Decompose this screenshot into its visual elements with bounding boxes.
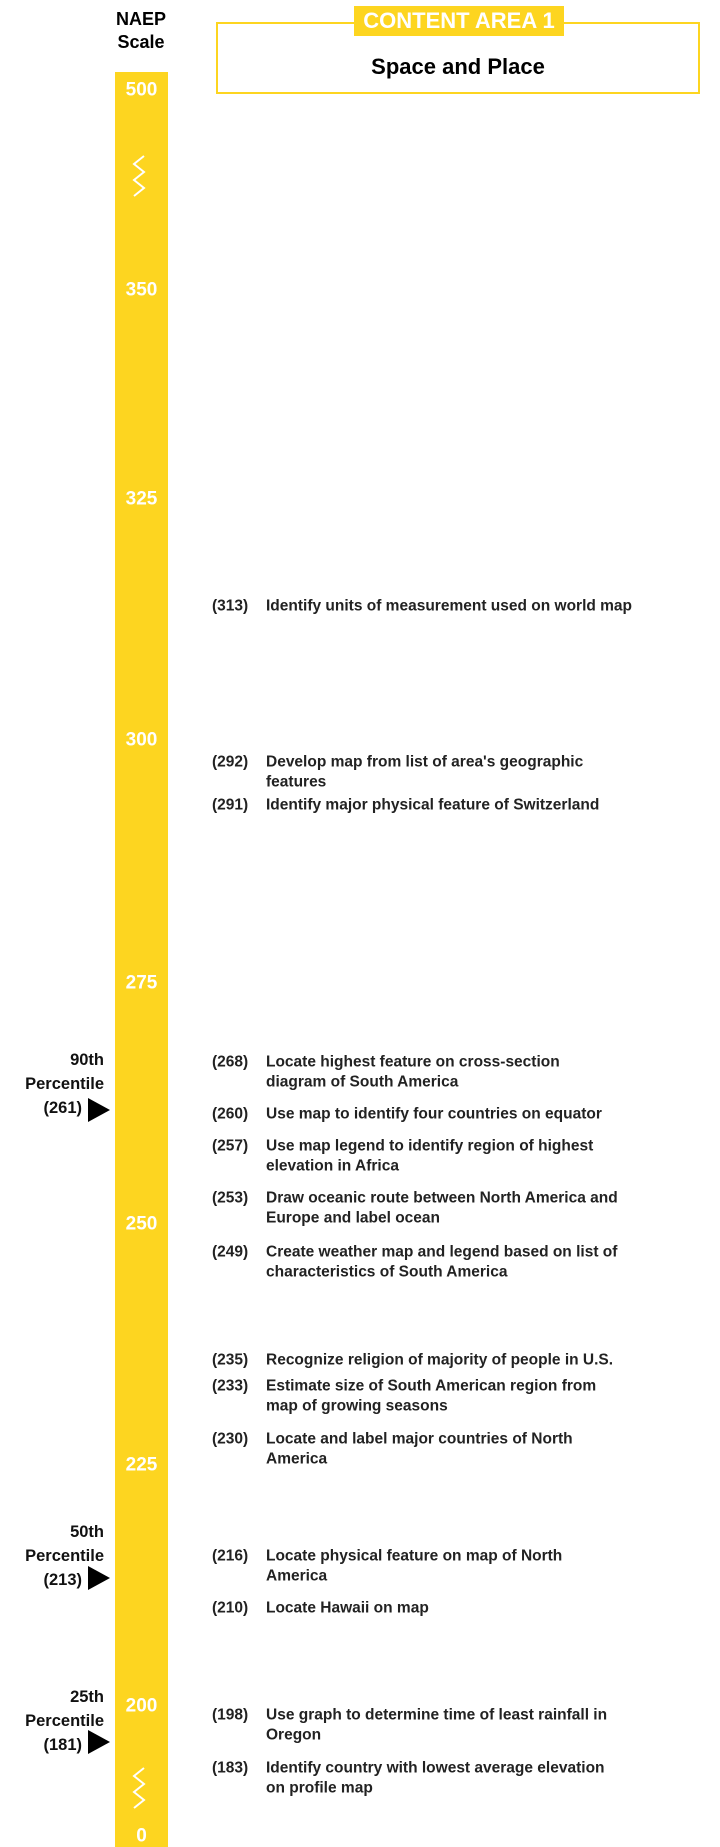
item-text: diagram of South America — [266, 1073, 459, 1091]
item-score: (313) — [212, 597, 249, 615]
item-text: Locate Hawaii on map — [266, 1599, 429, 1617]
scale-label: 200 — [125, 1695, 158, 1717]
arrow — [88, 1730, 110, 1754]
item-score: (216) — [212, 1547, 249, 1565]
item-text: America — [266, 1567, 328, 1585]
item-score: (253) — [212, 1189, 249, 1207]
scale-label: 275 — [125, 972, 158, 994]
arrow — [88, 1566, 110, 1590]
scale-title-line: NAEP — [115, 9, 166, 29]
arrow — [88, 1098, 110, 1122]
item-text: Use map to identify four countries on eq… — [266, 1105, 602, 1123]
percentile-rank: 90th — [70, 1050, 104, 1069]
scale-title: NAEP Scale — [100, 8, 182, 54]
item-text: Create weather map and legend based on l… — [266, 1243, 618, 1261]
item-text: Recognize religion of majority of people… — [266, 1351, 614, 1369]
item-text: elevation in Africa — [266, 1157, 399, 1175]
scale-label: 225 — [125, 1454, 158, 1476]
item-text: Draw oceanic route between North America… — [266, 1189, 618, 1207]
percentile-score: (181) — [43, 1735, 82, 1754]
percentile-word: Percentile — [25, 1711, 104, 1730]
item-text: Locate and label major countries of Nort… — [266, 1430, 573, 1448]
item-text: on profile map — [266, 1779, 373, 1797]
break-zigzag — [132, 155, 146, 197]
item-text: Locate highest feature on cross-section — [266, 1053, 560, 1071]
scale-label: 325 — [125, 488, 158, 510]
percentile-score: (213) — [43, 1570, 82, 1589]
item-score: (291) — [212, 796, 249, 814]
percentile-rank: 25th — [70, 1687, 104, 1706]
break-zigzag — [132, 1767, 146, 1809]
scale-label: 500 — [125, 79, 158, 101]
scale-label: 250 — [125, 1213, 158, 1235]
item-score: (235) — [212, 1351, 249, 1369]
item-text: Develop map from list of area's geograph… — [266, 753, 584, 771]
bar — [115, 72, 168, 1847]
percentile-word: Percentile — [25, 1074, 104, 1093]
percentile-score: (261) — [43, 1098, 82, 1117]
item-score: (257) — [212, 1137, 249, 1155]
item-text: characteristics of South America — [266, 1263, 508, 1281]
item-text: Oregon — [266, 1726, 322, 1744]
content-title: Space and Place — [371, 54, 545, 79]
item-text: Identify units of measurement used on wo… — [266, 597, 633, 615]
item-text: America — [266, 1450, 328, 1468]
item-score: (233) — [212, 1377, 249, 1395]
scale-title-line: Scale — [117, 32, 165, 52]
item-text: features — [266, 773, 327, 791]
item-score: (268) — [212, 1053, 249, 1071]
item-score: (183) — [212, 1759, 249, 1777]
item-score: (230) — [212, 1430, 249, 1448]
item-text: Use graph to determine time of least rai… — [266, 1706, 608, 1724]
percentile-rank: 50th — [70, 1522, 104, 1541]
item-score: (260) — [212, 1105, 249, 1123]
percentile-word: Percentile — [25, 1546, 104, 1565]
item-text: Use map legend to identify region of hig… — [266, 1137, 594, 1155]
badge: CONTENT AREA 1 — [354, 6, 564, 36]
item-score: (292) — [212, 753, 249, 771]
item-text: Europe and label ocean — [266, 1209, 440, 1227]
scale-label: 350 — [125, 279, 158, 301]
scale-label: 0 — [136, 1825, 147, 1847]
item-text: Locate physical feature on map of North — [266, 1547, 563, 1565]
item-text: Estimate size of South American region f… — [266, 1377, 597, 1395]
item-score: (249) — [212, 1243, 249, 1261]
scale-label: 300 — [125, 729, 158, 751]
item-text: map of growing seasons — [266, 1397, 448, 1415]
item-text: Identify major physical feature of Switz… — [266, 796, 600, 814]
item-score: (198) — [212, 1706, 249, 1724]
item-text: Identify country with lowest average ele… — [266, 1759, 605, 1777]
item-score: (210) — [212, 1599, 249, 1617]
